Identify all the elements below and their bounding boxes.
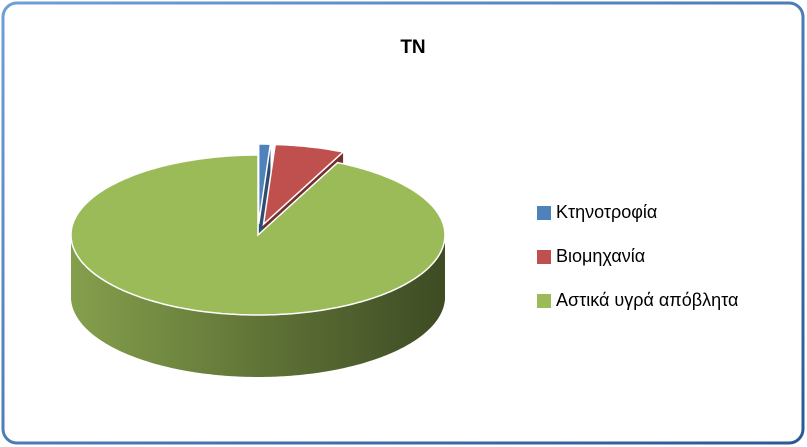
slice-top: [257, 143, 272, 225]
slice-side: [71, 235, 445, 377]
legend-label: Αστικά υγρά απόβλητα: [556, 290, 738, 310]
legend-swatch: [537, 206, 551, 220]
chart-title: TN: [400, 37, 425, 58]
legend-swatch: [537, 250, 551, 264]
legend-label: Κτηνοτροφία: [556, 202, 657, 222]
legend-swatch: [537, 294, 551, 308]
legend-label: Βιομηχανία: [556, 246, 645, 266]
slice-top: [262, 143, 345, 227]
pie-slice: [70, 154, 446, 377]
slice-top: [70, 154, 446, 316]
